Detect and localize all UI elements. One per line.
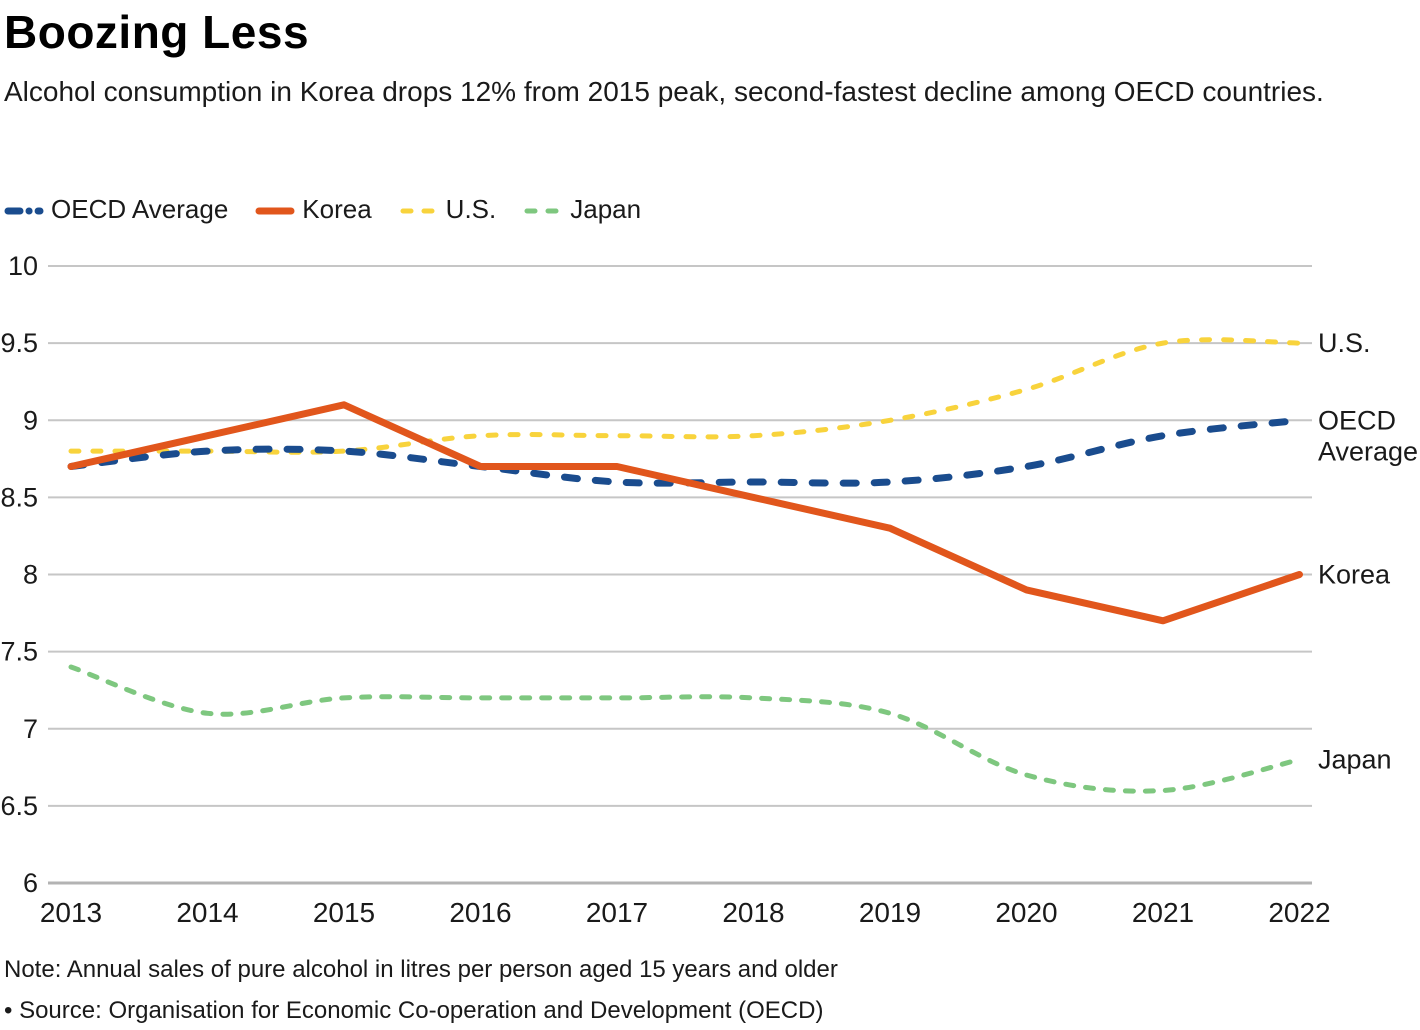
legend-label: Japan [570, 194, 642, 224]
x-tick-label: 2015 [313, 897, 375, 928]
chart-title: Boozing Less [4, 6, 310, 58]
chart-source: • Source: Organisation for Economic Co-o… [4, 997, 824, 1024]
chart-subtitle: Alcohol consumption in Korea drops 12% f… [4, 76, 1324, 107]
legend-line-sample-korea [255, 198, 295, 222]
legend-item-oecd-average: OECD Average [4, 194, 228, 225]
legend-line-sample-us [399, 198, 439, 222]
y-tick-label: 6.5 [0, 791, 38, 821]
x-tick-label: 2016 [449, 897, 511, 928]
y-tick-label: 10 [8, 251, 38, 281]
series-line-japan [68, 664, 1302, 794]
series-label-korea: Korea [1318, 560, 1391, 590]
y-tick-label: 7.5 [0, 637, 38, 667]
legend-item-japan: Japan [523, 194, 641, 225]
gridlines [48, 265, 1312, 885]
legend-label: U.S. [445, 194, 497, 224]
legend-label: OECD Average [51, 194, 229, 224]
series-label-japan: Japan [1318, 745, 1392, 775]
y-tick-label: 9 [23, 405, 38, 435]
x-axis-labels: 2013 2014 2015 2016 2017 2018 2019 2020 2021 2022 [40, 897, 1331, 928]
y-tick-label: 9.5 [0, 328, 38, 358]
y-tick-label: 8.5 [0, 482, 38, 512]
series-label-u-s: U.S. [1318, 328, 1371, 358]
legend-item-korea: Korea [255, 194, 372, 225]
chart-note: Note: Annual sales of pure alcohol in li… [4, 956, 838, 983]
legend-label: Korea [302, 194, 372, 224]
x-tick-label: 2014 [176, 897, 238, 928]
y-tick-label: 6 [23, 868, 38, 898]
y-axis-labels: 6 6.5 7 7.5 8 8.5 9 9.5 10 [0, 251, 38, 898]
x-tick-label: 2020 [995, 897, 1057, 928]
series-label-oecd-average: Average [1318, 436, 1418, 466]
x-tick-label: 2018 [722, 897, 784, 928]
x-tick-label: 2022 [1268, 897, 1330, 928]
x-tick-label: 2017 [586, 897, 648, 928]
x-tick-label: 2021 [1132, 897, 1194, 928]
series-line-u-s [68, 337, 1302, 455]
series-label-oecd-average: OECD [1318, 405, 1396, 435]
legend-item-us: U.S. [399, 194, 497, 225]
y-tick-label: 7 [23, 714, 38, 744]
series-line-korea [67, 401, 1303, 625]
x-tick-label: 2013 [40, 897, 102, 928]
legend-line-sample-japan [523, 198, 563, 222]
legend-line-sample-oecd-average [4, 198, 44, 222]
x-tick-label: 2019 [859, 897, 921, 928]
y-tick-label: 8 [23, 560, 38, 590]
series-line-oecd-average [67, 416, 1303, 487]
chart-legend: OECD Average Korea U.S. Japan [4, 194, 641, 225]
